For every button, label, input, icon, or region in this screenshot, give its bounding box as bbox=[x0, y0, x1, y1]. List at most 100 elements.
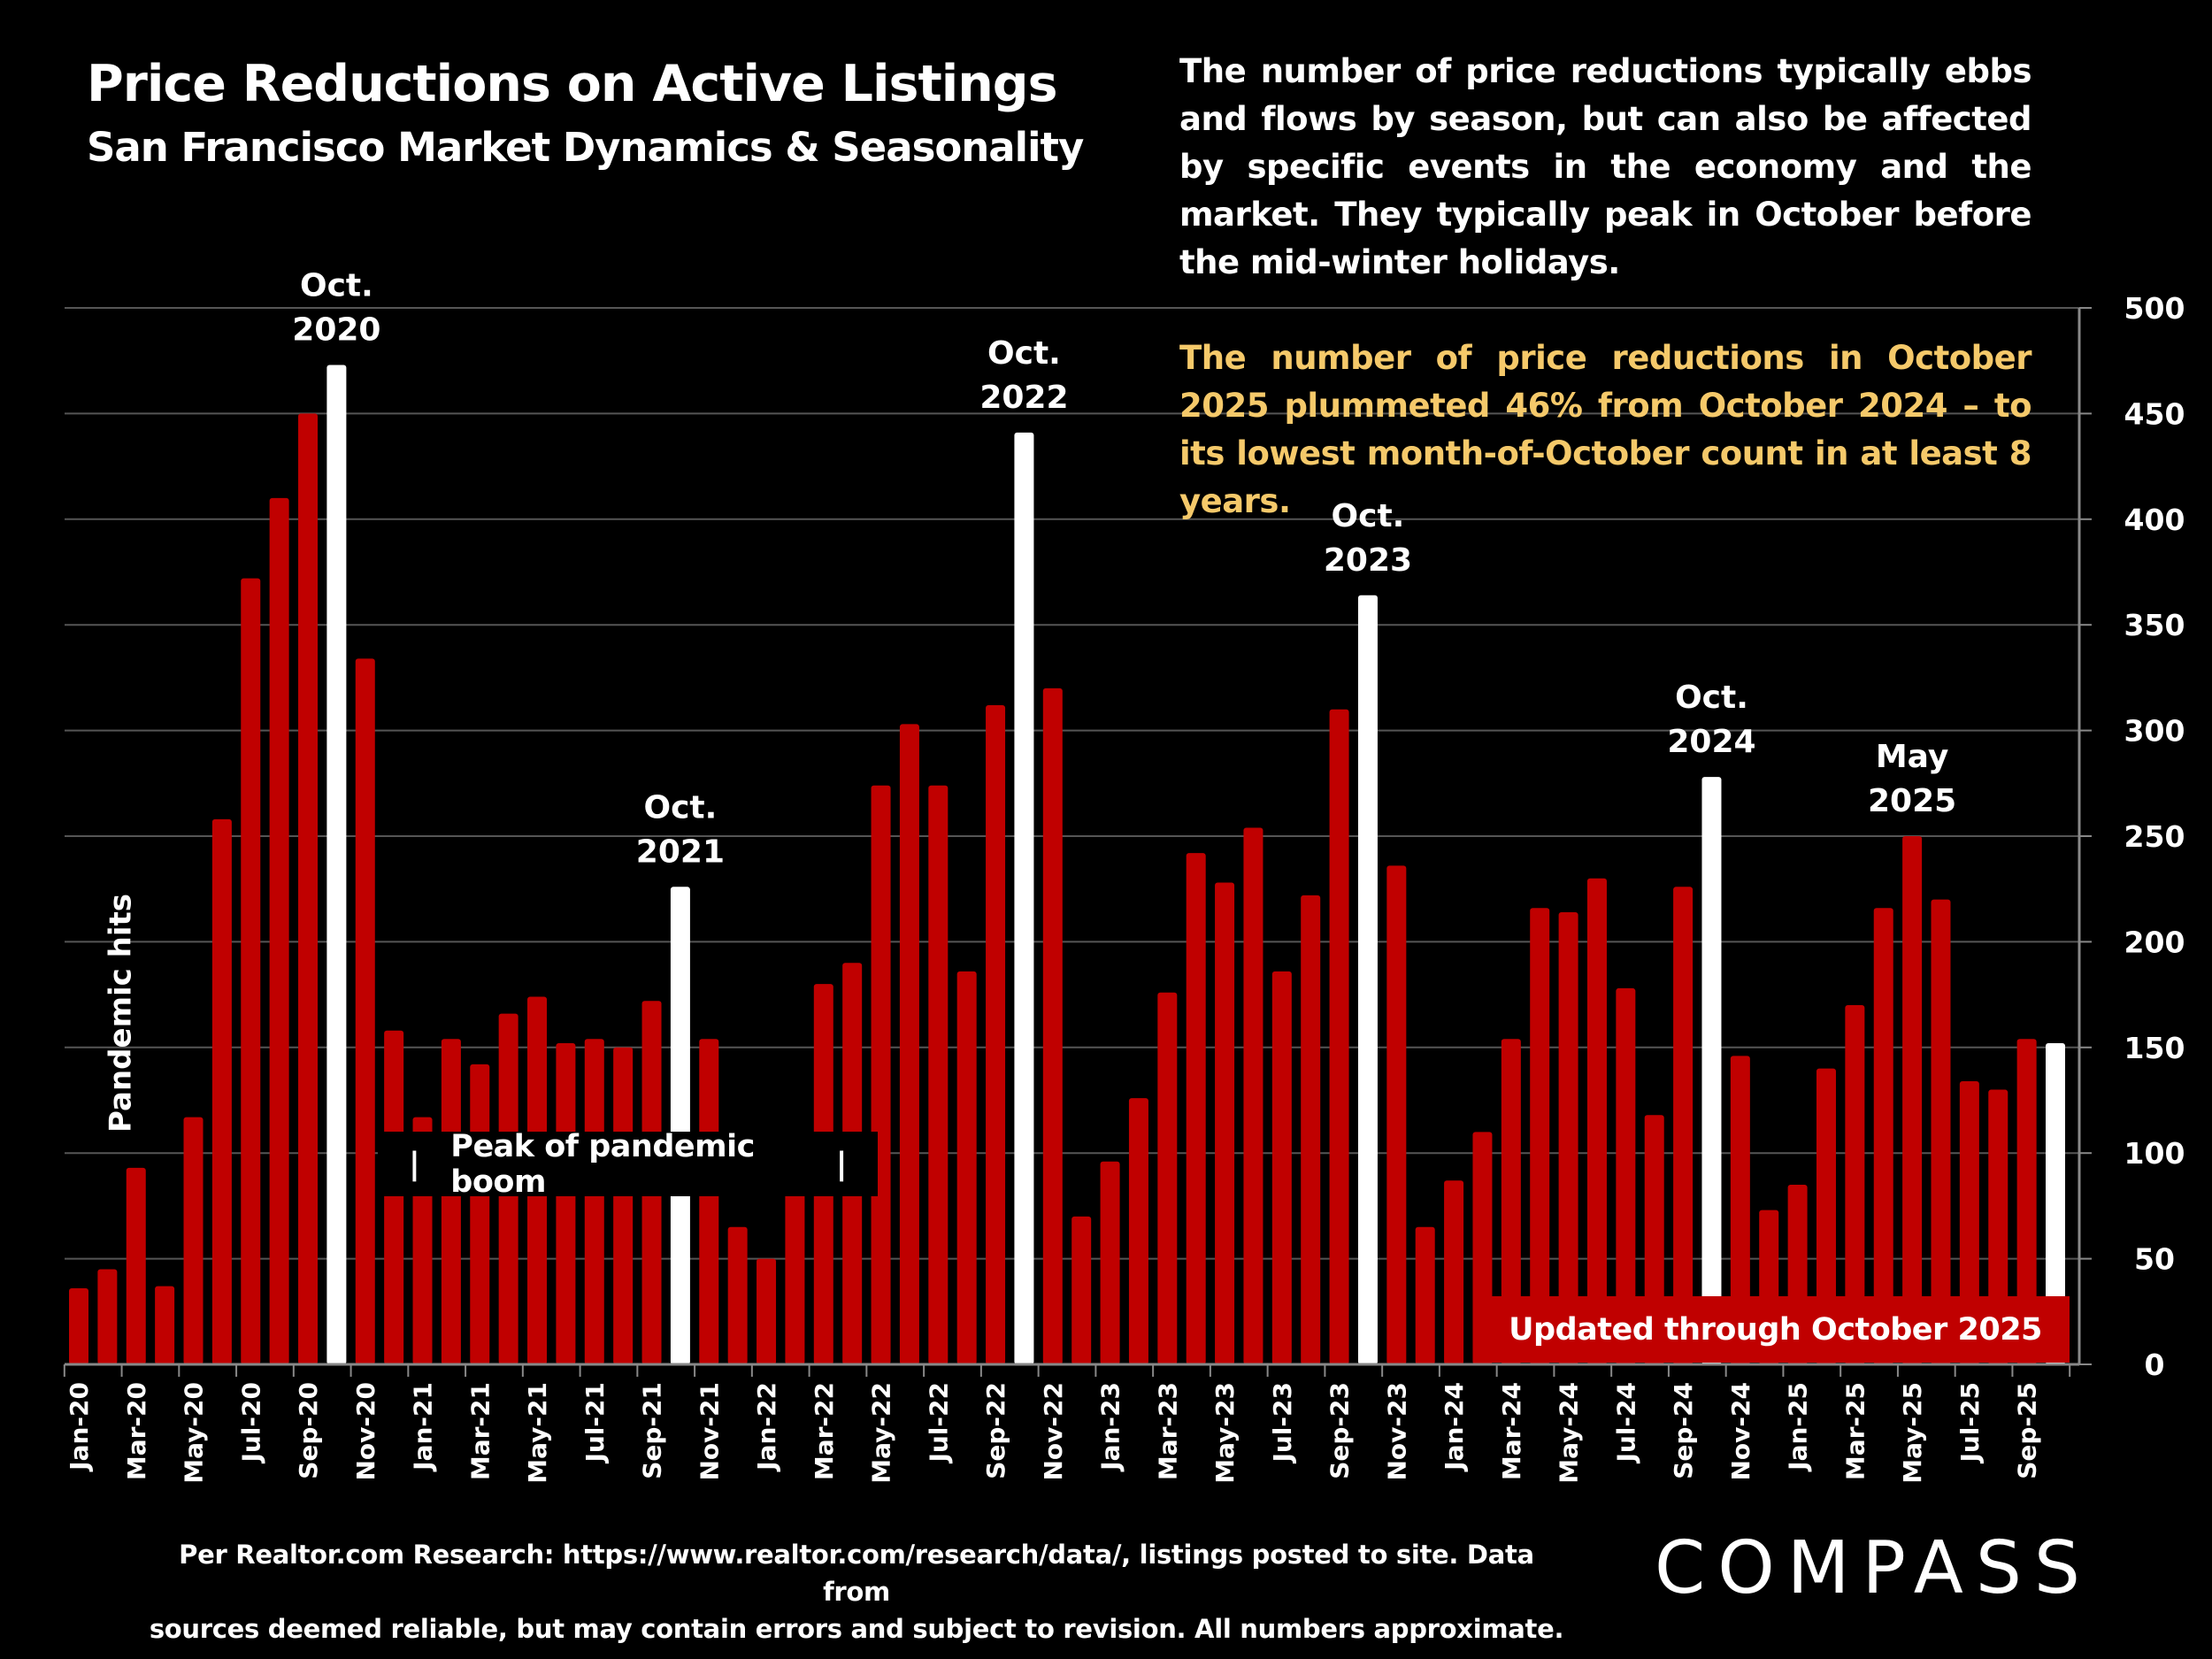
bar-Jan-23 bbox=[1100, 1161, 1120, 1364]
bar-May-20 bbox=[183, 1117, 204, 1364]
bar-Nov-21 bbox=[699, 1039, 719, 1364]
bar-annotation: 2023 bbox=[1324, 542, 1412, 579]
bar-Jul-22 bbox=[928, 785, 949, 1364]
y-tick-label: 100 bbox=[2124, 1136, 2185, 1171]
bar-Jul-20 bbox=[241, 578, 261, 1364]
x-tick-label: Nov-23 bbox=[1382, 1382, 1411, 1481]
bar-Oct-25 bbox=[2046, 1043, 2065, 1364]
bar-Nov-23 bbox=[1386, 865, 1407, 1364]
x-tick-label: Jan-23 bbox=[1096, 1382, 1125, 1472]
bar-May-24 bbox=[1558, 911, 1578, 1364]
x-tick-label: Mar-22 bbox=[810, 1382, 839, 1480]
bar-annotation: 2020 bbox=[292, 311, 380, 348]
x-tick-label: May-20 bbox=[180, 1382, 209, 1484]
bar-Jun-22 bbox=[899, 724, 919, 1364]
y-tick-label: 400 bbox=[2124, 503, 2185, 537]
bar-Jun-21 bbox=[556, 1043, 576, 1364]
x-tick-label: May-22 bbox=[867, 1382, 896, 1484]
x-tick-label: Sep-25 bbox=[2013, 1382, 2042, 1479]
chart-title: Price Reductions on Active Listings bbox=[87, 55, 1058, 113]
x-tick-label: Jul-21 bbox=[580, 1382, 610, 1464]
x-tick-label: Sep-23 bbox=[1325, 1382, 1355, 1479]
bar-Oct-22 bbox=[1014, 432, 1034, 1365]
bar-Dec-21 bbox=[727, 1226, 748, 1364]
bar-Apr-23 bbox=[1186, 853, 1206, 1364]
y-tick-label: 350 bbox=[2124, 608, 2185, 642]
bar-May-22 bbox=[871, 785, 891, 1364]
x-tick-label: Sep-22 bbox=[981, 1382, 1010, 1479]
bar-Jul-21 bbox=[584, 1039, 604, 1364]
bar-Feb-23 bbox=[1128, 1098, 1148, 1364]
bar-Apr-24 bbox=[1530, 908, 1550, 1364]
updated-through-badge: Updated through October 2025 bbox=[1481, 1296, 2070, 1363]
x-tick-label: Jan-21 bbox=[409, 1382, 438, 1472]
bar-Mar-24 bbox=[1501, 1039, 1521, 1364]
bar-Jun-23 bbox=[1243, 827, 1263, 1364]
bar-Aug-23 bbox=[1301, 895, 1321, 1364]
x-tick-label: Mar-21 bbox=[465, 1382, 495, 1480]
bar-Nov-20 bbox=[355, 658, 375, 1364]
updated-text: Updated through October 2025 bbox=[1509, 1311, 2042, 1348]
commentary-paragraph: The number of price reductions typically… bbox=[1179, 52, 2032, 281]
x-tick-label: Jan-25 bbox=[1784, 1382, 1813, 1472]
x-tick-label: Jan-20 bbox=[65, 1382, 94, 1472]
bar-Feb-20 bbox=[97, 1269, 118, 1364]
bar-Aug-20 bbox=[269, 497, 289, 1364]
bar-Aug-25 bbox=[1988, 1089, 2008, 1364]
bar-Aug-22 bbox=[956, 971, 977, 1364]
bar-Feb-21 bbox=[441, 1039, 461, 1364]
bar-Nov-22 bbox=[1042, 687, 1063, 1364]
x-tick-label: Sep-20 bbox=[294, 1382, 323, 1479]
y-tick-label: 450 bbox=[2124, 396, 2185, 431]
bar-Oct-24 bbox=[1701, 777, 1722, 1364]
x-tick-label: Jan-22 bbox=[752, 1382, 781, 1472]
x-tick-label: Nov-24 bbox=[1726, 1382, 1755, 1481]
footnote-line-1: Per Realtor.com Research: https://www.re… bbox=[179, 1540, 1534, 1607]
x-tick-label: Nov-20 bbox=[351, 1382, 380, 1481]
y-tick-label: 500 bbox=[2124, 291, 2185, 326]
bar-Mar-21 bbox=[470, 1064, 490, 1364]
x-tick-label: Mar-24 bbox=[1497, 1382, 1526, 1480]
bar-Sep-24 bbox=[1673, 887, 1694, 1364]
x-tick-label: Nov-22 bbox=[1039, 1382, 1068, 1481]
bar-annotation: 2022 bbox=[979, 380, 1068, 416]
chart-subtitle: San Francisco Market Dynamics & Seasonal… bbox=[87, 124, 1084, 171]
bar-annotation: Oct. bbox=[987, 335, 1061, 372]
compass-logo: COMPASS bbox=[1655, 1526, 2093, 1610]
bar-May-23 bbox=[1215, 882, 1235, 1364]
bar-Sep-23 bbox=[1329, 709, 1349, 1364]
bar-Oct-20 bbox=[326, 365, 347, 1364]
bar-Sep-20 bbox=[298, 413, 319, 1364]
bar-Dec-23 bbox=[1415, 1226, 1435, 1364]
bar-May-25 bbox=[1902, 836, 1923, 1364]
bar-annotation: 2021 bbox=[636, 833, 725, 870]
x-tick-label: May-21 bbox=[523, 1382, 552, 1484]
highlight-commentary-paragraph: The number of price reductions in Octobe… bbox=[1179, 339, 2032, 520]
x-tick-label: May-23 bbox=[1210, 1382, 1240, 1484]
x-tick-label: Mar-23 bbox=[1153, 1382, 1182, 1480]
bar-Jul-25 bbox=[1959, 1081, 1979, 1364]
footnote-line-2: sources deemed reliable, but may contain… bbox=[149, 1614, 1564, 1644]
x-tick-label: Jan-24 bbox=[1440, 1382, 1469, 1472]
bar-Jan-24 bbox=[1444, 1180, 1464, 1364]
bar-Jul-23 bbox=[1271, 971, 1292, 1364]
x-tick-label: Jul-23 bbox=[1268, 1382, 1297, 1464]
x-tick-label: Jul-25 bbox=[1955, 1382, 1985, 1464]
bar-Sep-22 bbox=[986, 704, 1006, 1364]
bar-Jul-24 bbox=[1616, 987, 1636, 1364]
bar-Dec-20 bbox=[384, 1030, 404, 1364]
x-tick-label: Mar-25 bbox=[1840, 1382, 1870, 1480]
x-tick-label: Jul-22 bbox=[924, 1382, 953, 1464]
bar-Jan-22 bbox=[757, 1258, 777, 1364]
bracket-right: | bbox=[835, 1146, 848, 1182]
bar-Jun-24 bbox=[1586, 878, 1607, 1364]
bar-annotation: 2024 bbox=[1667, 724, 1755, 760]
x-tick-label: Sep-21 bbox=[638, 1382, 667, 1479]
x-tick-label: Jul-24 bbox=[1611, 1382, 1640, 1464]
x-tick-label: Nov-21 bbox=[695, 1382, 724, 1481]
bracket-left: | bbox=[409, 1146, 420, 1182]
bar-annotation: Oct. bbox=[643, 789, 717, 826]
bar-annotation: Oct. bbox=[1675, 680, 1748, 716]
bar-Dec-22 bbox=[1071, 1216, 1092, 1364]
